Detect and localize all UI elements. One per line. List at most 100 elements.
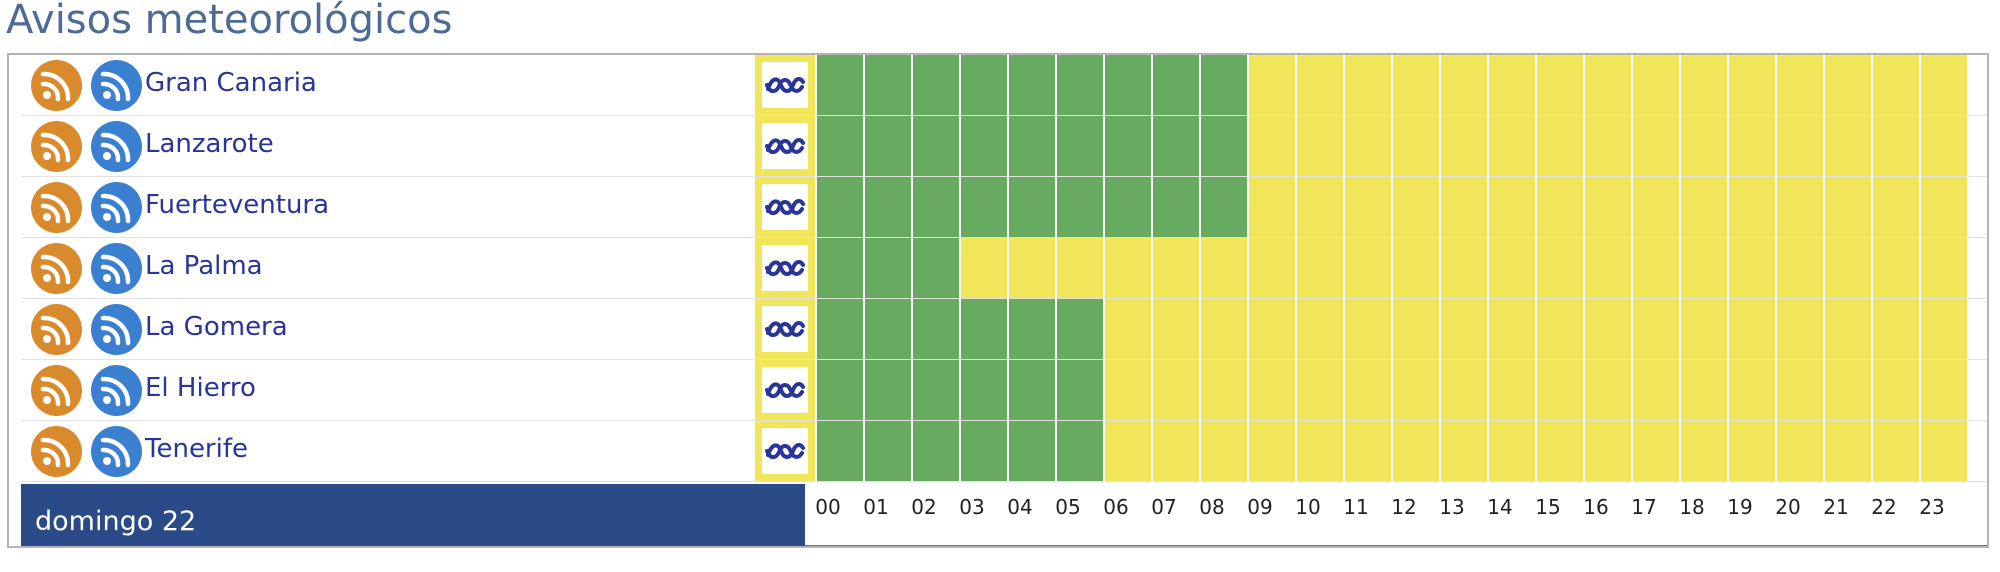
warning-cell-08[interactable] <box>1201 421 1247 481</box>
rss-feed-icon[interactable] <box>31 304 82 355</box>
warning-cell-23[interactable] <box>1921 55 1967 115</box>
warning-cell-02[interactable] <box>913 116 959 176</box>
warning-cell-16[interactable] <box>1585 238 1631 298</box>
warning-cell-14[interactable] <box>1489 116 1535 176</box>
warning-cell-03[interactable] <box>961 299 1007 359</box>
warning-cell-14[interactable] <box>1489 238 1535 298</box>
warning-cell-05[interactable] <box>1057 238 1103 298</box>
warning-cell-21[interactable] <box>1825 299 1871 359</box>
warning-cell-22[interactable] <box>1873 177 1919 237</box>
warning-cell-19[interactable] <box>1729 421 1775 481</box>
rss-feed-icon[interactable] <box>31 60 82 111</box>
warning-cell-19[interactable] <box>1729 238 1775 298</box>
warning-cell-12[interactable] <box>1393 421 1439 481</box>
coastal-warning-cell[interactable] <box>755 299 815 359</box>
rss-feed-icon[interactable] <box>91 121 142 172</box>
rss-feed-icon[interactable] <box>91 304 142 355</box>
warning-cell-03[interactable] <box>961 360 1007 420</box>
warning-cell-07[interactable] <box>1153 55 1199 115</box>
warning-cell-00[interactable] <box>817 360 863 420</box>
warning-cell-02[interactable] <box>913 177 959 237</box>
warning-cell-12[interactable] <box>1393 299 1439 359</box>
warning-cell-16[interactable] <box>1585 360 1631 420</box>
warning-cell-06[interactable] <box>1105 299 1151 359</box>
warning-cell-00[interactable] <box>817 116 863 176</box>
warning-cell-20[interactable] <box>1777 238 1823 298</box>
warning-cell-22[interactable] <box>1873 55 1919 115</box>
warning-cell-15[interactable] <box>1537 177 1583 237</box>
rss-feed-icon[interactable] <box>91 426 142 477</box>
warning-cell-20[interactable] <box>1777 360 1823 420</box>
warning-cell-13[interactable] <box>1441 116 1487 176</box>
warning-cell-09[interactable] <box>1249 55 1295 115</box>
rss-feed-icon[interactable] <box>31 243 82 294</box>
coastal-warning-cell[interactable] <box>755 360 815 420</box>
warning-cell-13[interactable] <box>1441 238 1487 298</box>
warning-cell-18[interactable] <box>1681 55 1727 115</box>
warning-cell-00[interactable] <box>817 238 863 298</box>
warning-cell-08[interactable] <box>1201 55 1247 115</box>
warning-cell-13[interactable] <box>1441 55 1487 115</box>
warning-cell-16[interactable] <box>1585 299 1631 359</box>
island-link[interactable]: Tenerife <box>145 434 248 464</box>
rss-feed-icon[interactable] <box>91 60 142 111</box>
warning-cell-11[interactable] <box>1345 238 1391 298</box>
warning-cell-21[interactable] <box>1825 55 1871 115</box>
warning-cell-22[interactable] <box>1873 238 1919 298</box>
warning-cell-17[interactable] <box>1633 238 1679 298</box>
warning-cell-07[interactable] <box>1153 299 1199 359</box>
warning-cell-08[interactable] <box>1201 177 1247 237</box>
warning-cell-17[interactable] <box>1633 421 1679 481</box>
warning-cell-23[interactable] <box>1921 116 1967 176</box>
warning-cell-05[interactable] <box>1057 116 1103 176</box>
rss-feed-icon[interactable] <box>91 182 142 233</box>
warning-cell-08[interactable] <box>1201 238 1247 298</box>
warning-cell-03[interactable] <box>961 421 1007 481</box>
warning-cell-10[interactable] <box>1297 238 1343 298</box>
warning-cell-21[interactable] <box>1825 360 1871 420</box>
warning-cell-20[interactable] <box>1777 421 1823 481</box>
warning-cell-10[interactable] <box>1297 177 1343 237</box>
warning-cell-04[interactable] <box>1009 299 1055 359</box>
island-link[interactable]: Gran Canaria <box>145 68 317 98</box>
warning-cell-11[interactable] <box>1345 116 1391 176</box>
warning-cell-22[interactable] <box>1873 360 1919 420</box>
warning-cell-21[interactable] <box>1825 238 1871 298</box>
warning-cell-16[interactable] <box>1585 55 1631 115</box>
warning-cell-07[interactable] <box>1153 116 1199 176</box>
coastal-warning-cell[interactable] <box>755 116 815 176</box>
rss-feed-icon[interactable] <box>91 365 142 416</box>
warning-cell-14[interactable] <box>1489 421 1535 481</box>
warning-cell-14[interactable] <box>1489 299 1535 359</box>
warning-cell-04[interactable] <box>1009 55 1055 115</box>
warning-cell-19[interactable] <box>1729 360 1775 420</box>
warning-cell-18[interactable] <box>1681 299 1727 359</box>
warning-cell-12[interactable] <box>1393 55 1439 115</box>
warning-cell-19[interactable] <box>1729 116 1775 176</box>
warning-cell-05[interactable] <box>1057 177 1103 237</box>
warning-cell-09[interactable] <box>1249 238 1295 298</box>
warning-cell-15[interactable] <box>1537 55 1583 115</box>
island-link[interactable]: Fuerteventura <box>145 190 330 220</box>
warning-cell-01[interactable] <box>865 55 911 115</box>
warning-cell-23[interactable] <box>1921 238 1967 298</box>
warning-cell-11[interactable] <box>1345 177 1391 237</box>
warning-cell-00[interactable] <box>817 421 863 481</box>
warning-cell-12[interactable] <box>1393 360 1439 420</box>
warning-cell-17[interactable] <box>1633 177 1679 237</box>
warning-cell-04[interactable] <box>1009 116 1055 176</box>
coastal-warning-cell[interactable] <box>755 55 815 115</box>
warning-cell-03[interactable] <box>961 55 1007 115</box>
warning-cell-06[interactable] <box>1105 421 1151 481</box>
warning-cell-17[interactable] <box>1633 299 1679 359</box>
warning-cell-17[interactable] <box>1633 360 1679 420</box>
warning-cell-07[interactable] <box>1153 360 1199 420</box>
warning-cell-23[interactable] <box>1921 299 1967 359</box>
island-link[interactable]: El Hierro <box>145 373 256 403</box>
warning-cell-18[interactable] <box>1681 238 1727 298</box>
warning-cell-17[interactable] <box>1633 55 1679 115</box>
warning-cell-01[interactable] <box>865 238 911 298</box>
warning-cell-15[interactable] <box>1537 360 1583 420</box>
warning-cell-20[interactable] <box>1777 299 1823 359</box>
warning-cell-14[interactable] <box>1489 360 1535 420</box>
